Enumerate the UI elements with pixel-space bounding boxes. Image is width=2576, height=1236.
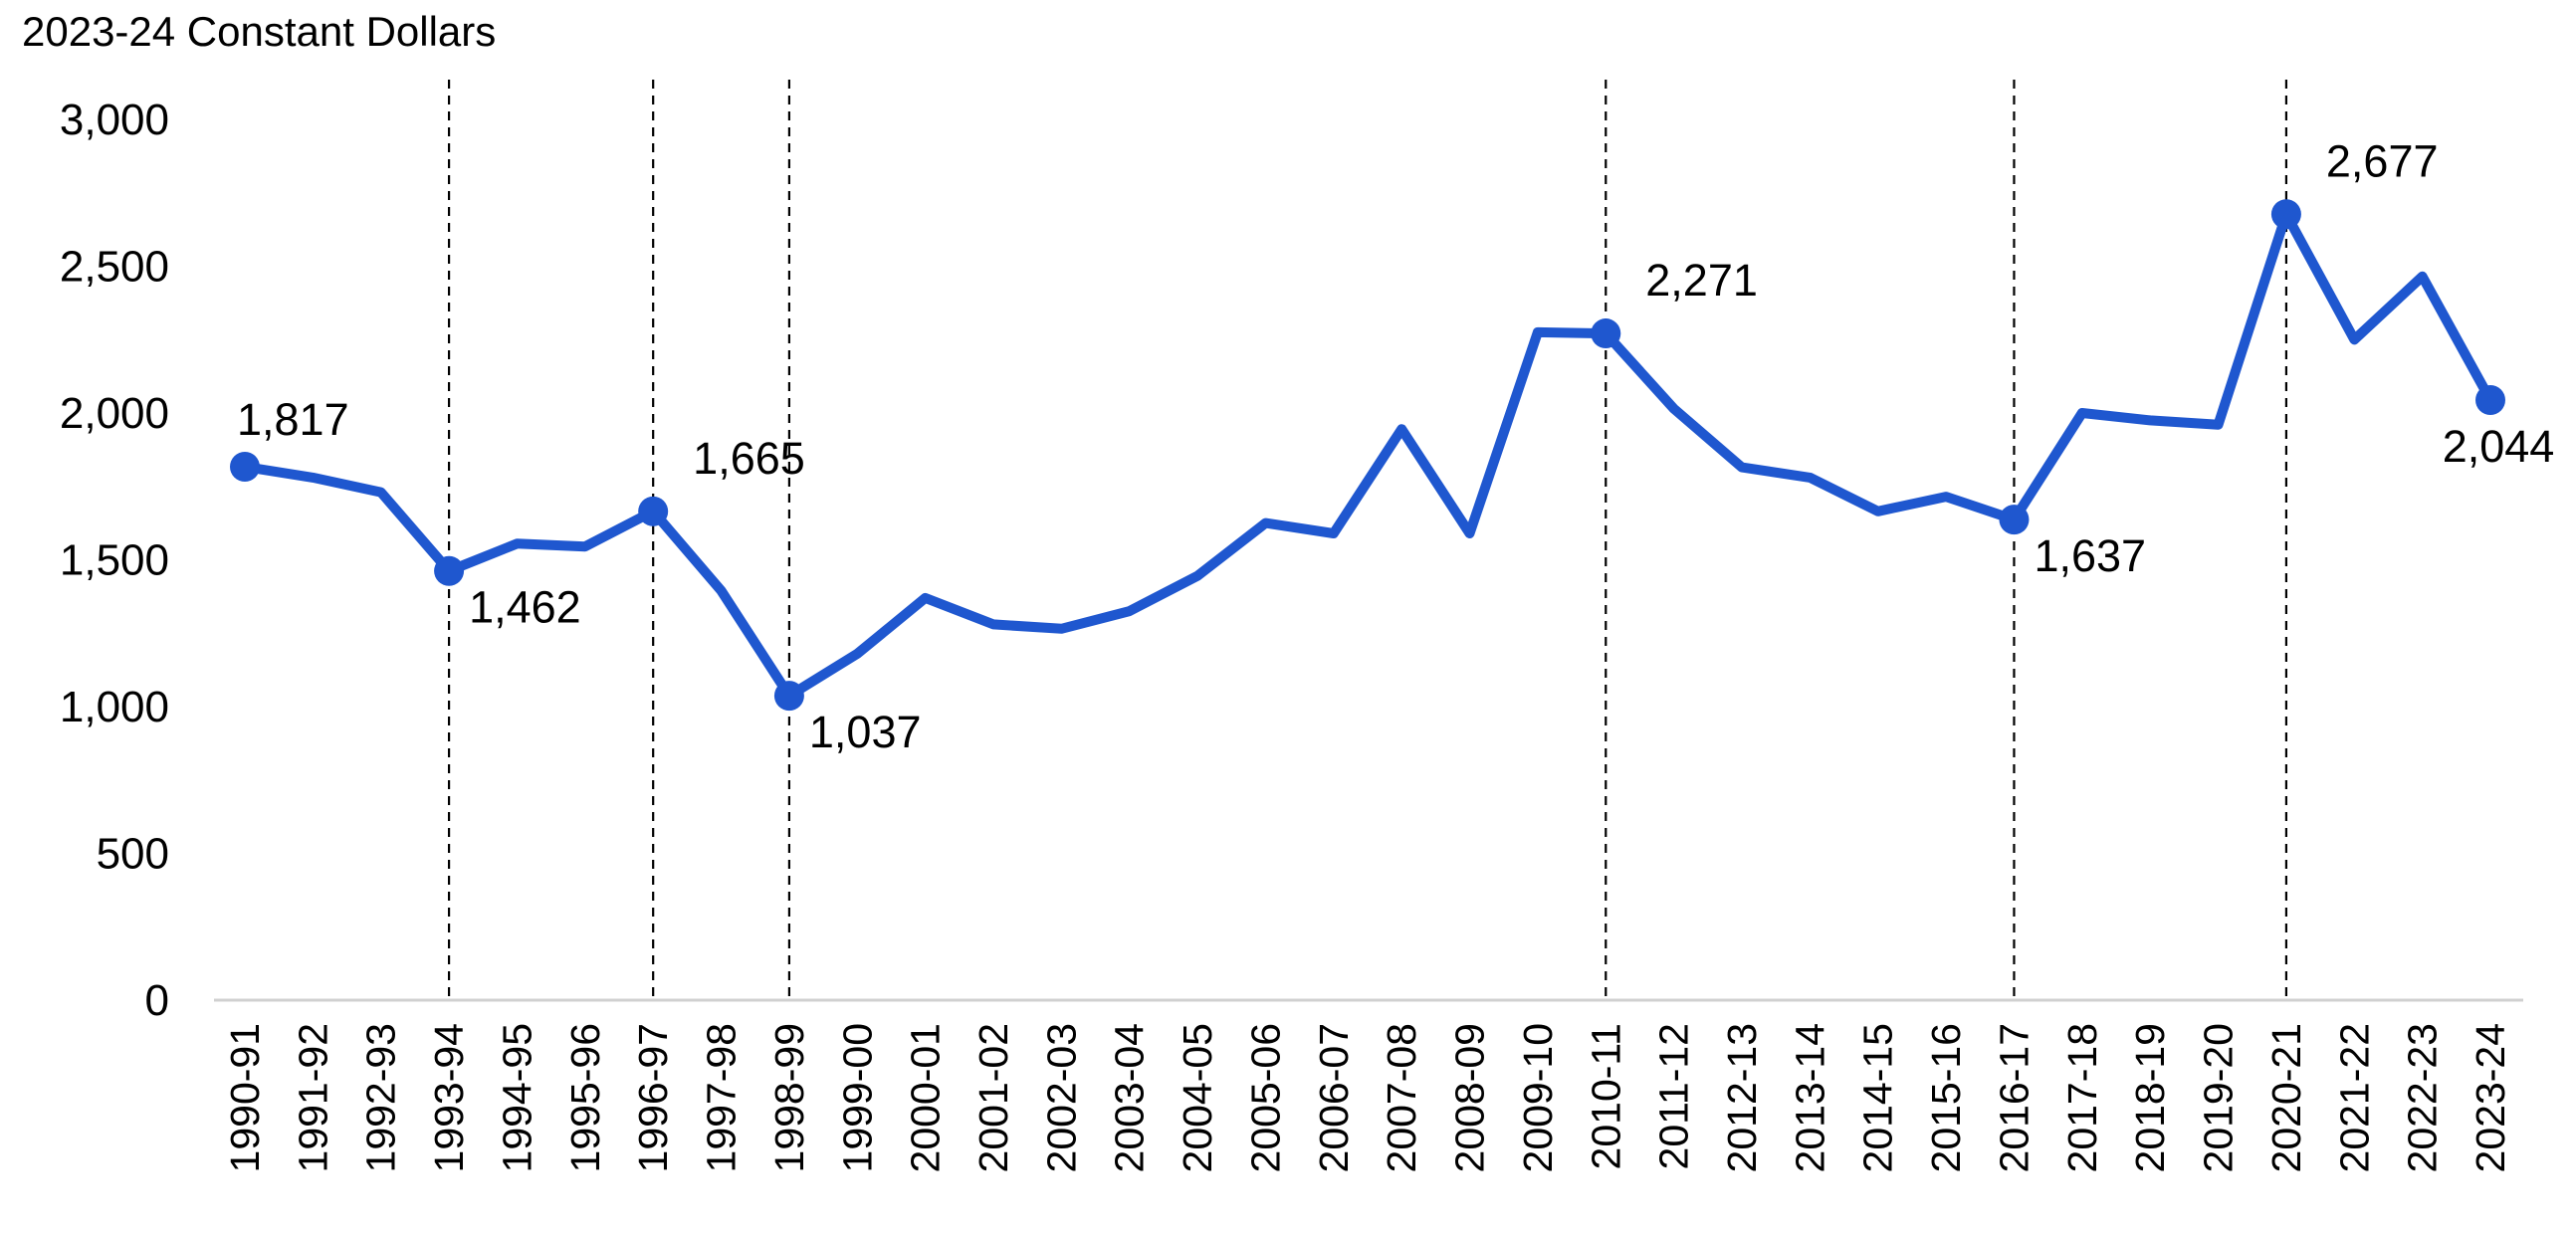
x-tick-label: 1998-99 [766, 1023, 812, 1172]
y-tick-label: 3,000 [60, 96, 169, 144]
data-label: 1,665 [693, 433, 805, 484]
x-tick-label: 2021-22 [2331, 1023, 2377, 1172]
highlighted-point [230, 451, 260, 482]
x-tick-label: 2012-13 [1719, 1023, 1765, 1172]
x-tick-label: 1991-92 [290, 1023, 335, 1172]
data-label: 2,677 [2326, 135, 2439, 186]
data-label: 2,271 [1645, 255, 1758, 306]
y-axis-unit-label: 2023-24 Constant Dollars [22, 8, 496, 55]
y-tick-label: 2,000 [60, 389, 169, 438]
x-tick-label: 1997-98 [699, 1023, 745, 1172]
y-axis-ticks: 0 500 1,000 1,500 2,000 2,500 3,000 [60, 96, 169, 1025]
x-tick-label: 2019-20 [2196, 1023, 2242, 1172]
y-tick-label: 0 [145, 976, 169, 1025]
highlighted-points [230, 199, 2505, 712]
x-tick-label: 1992-93 [358, 1023, 404, 1172]
x-tick-label: 1993-94 [426, 1023, 472, 1172]
x-tick-label: 2009-10 [1515, 1023, 1561, 1172]
x-tick-label: 2008-09 [1447, 1023, 1493, 1172]
data-label: 1,037 [809, 707, 922, 757]
x-tick-label: 2023-24 [2468, 1023, 2513, 1172]
x-tick-label: 1994-95 [494, 1023, 539, 1172]
data-label: 2,044 [2443, 421, 2555, 472]
x-tick-label: 2020-21 [2263, 1023, 2309, 1172]
data-labels: 1,817 1,462 1,665 1,037 2,271 1,637 2,677 2,044 [237, 135, 2554, 757]
x-tick-label: 1990-91 [222, 1023, 268, 1172]
x-tick-label: 2004-05 [1175, 1023, 1220, 1172]
highlighted-point [1999, 505, 2030, 535]
data-label: 1,817 [237, 394, 349, 445]
vertical-markers [447, 80, 2288, 1000]
x-tick-label: 2013-14 [1787, 1023, 1832, 1172]
x-tick-label: 2002-03 [1038, 1023, 1084, 1172]
x-tick-label: 2000-01 [903, 1023, 949, 1172]
series-line [240, 209, 2495, 702]
x-tick-label: 2018-19 [2127, 1023, 2173, 1172]
x-tick-label: 2014-15 [1855, 1023, 1901, 1172]
x-tick-label: 2017-18 [2059, 1023, 2105, 1172]
y-tick-label: 500 [97, 830, 169, 879]
x-tick-label: 2015-16 [1923, 1023, 1969, 1172]
x-tick-label: 1996-97 [630, 1023, 676, 1172]
y-tick-label: 2,500 [60, 243, 169, 292]
data-label: 1,462 [469, 582, 581, 633]
highlighted-point [773, 681, 804, 712]
x-tick-label: 2003-04 [1107, 1023, 1153, 1172]
highlighted-point [2270, 199, 2301, 230]
y-tick-label: 1,500 [60, 536, 169, 585]
x-tick-label: 2007-08 [1379, 1023, 1424, 1172]
x-tick-label: 2001-02 [970, 1023, 1016, 1172]
x-tick-label: 2006-07 [1311, 1023, 1357, 1172]
data-label: 1,637 [2034, 530, 2146, 581]
x-tick-label: 1999-00 [834, 1023, 880, 1172]
x-tick-label: 2010-11 [1583, 1023, 1628, 1169]
highlighted-point [638, 496, 669, 526]
x-tick-label: 1995-96 [562, 1023, 608, 1172]
x-tick-label: 2022-23 [2400, 1023, 2446, 1172]
x-tick-label: 2011-12 [1651, 1023, 1697, 1169]
highlighted-point [2475, 385, 2505, 416]
x-tick-label: 2016-17 [1991, 1023, 2037, 1172]
highlighted-point [434, 555, 465, 586]
series-line-group [240, 209, 2495, 702]
x-tick-label: 2005-06 [1242, 1023, 1288, 1172]
x-axis-ticks: 1990-91 1991-92 1992-93 1993-94 1994-95 1995-… [222, 1023, 2513, 1172]
y-tick-label: 1,000 [60, 683, 169, 731]
highlighted-point [1591, 318, 1621, 349]
